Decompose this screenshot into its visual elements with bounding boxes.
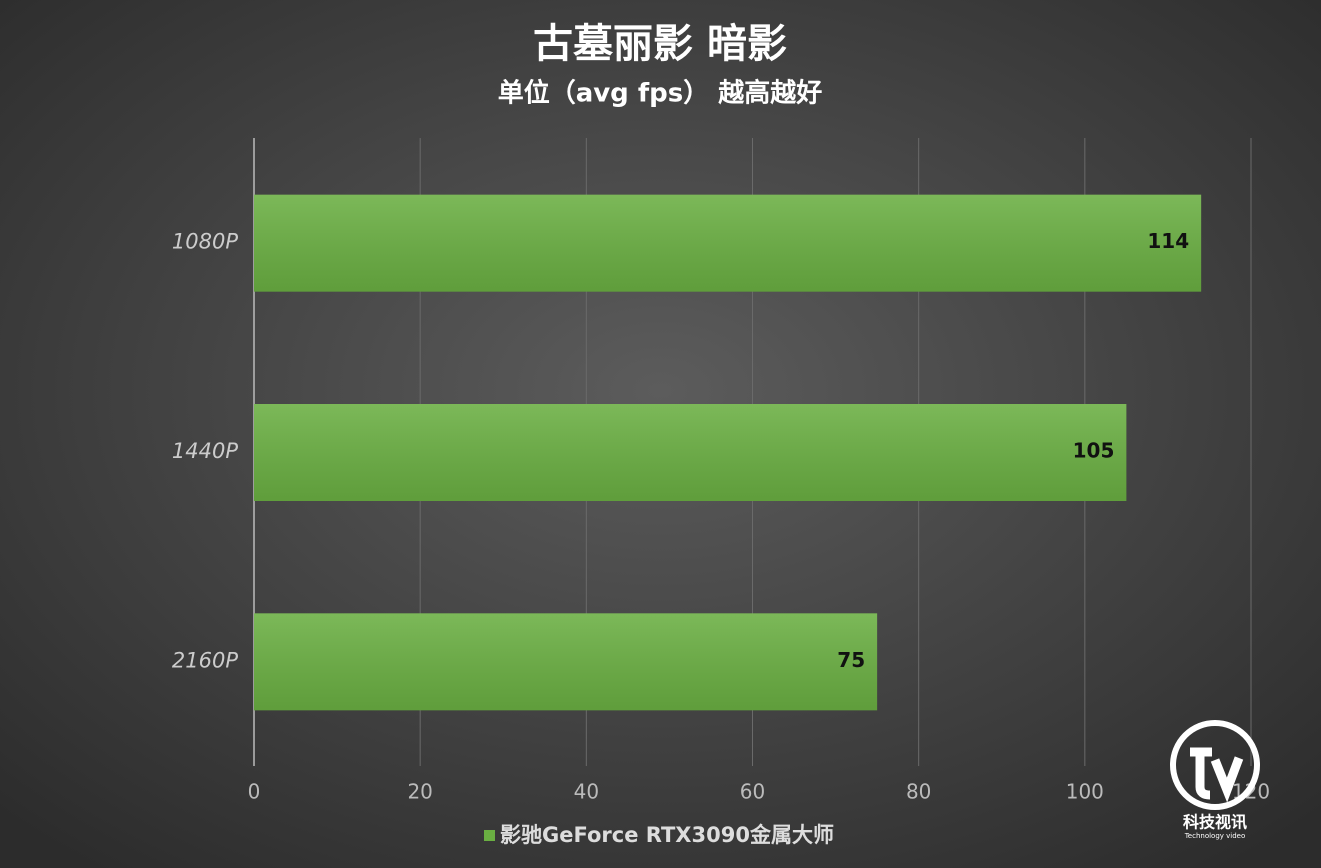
value-label: 114 [1147,229,1189,253]
value-label: 75 [837,648,865,672]
y-tick-label: 1440P [172,439,238,463]
chart-subtitle: 单位（avg fps） 越高越好 [498,78,823,109]
legend-label: 影驰GeForce RTX3090金属大师 [500,823,834,847]
y-tick-label: 1080P [172,230,238,254]
bar-shade [254,194,1202,292]
bar-shade [254,613,878,711]
y-tick-label: 2160P [172,648,238,672]
watermark-tagline: Technology video [1184,832,1246,840]
value-label: 105 [1073,439,1115,463]
x-tick-label: 40 [574,780,599,804]
x-tick-label: 100 [1066,780,1104,804]
x-tick-label: 0 [248,780,261,804]
watermark-logo [1170,720,1260,810]
x-tick-label: 20 [407,780,432,804]
legend-swatch [484,830,495,841]
chart-title: 古墓丽影 暗影 [533,21,787,67]
x-tick-label: 80 [906,780,931,804]
bar-shade [254,404,1127,501]
x-tick-label: 60 [740,780,765,804]
watermark-name: 科技视讯 [1183,813,1247,832]
